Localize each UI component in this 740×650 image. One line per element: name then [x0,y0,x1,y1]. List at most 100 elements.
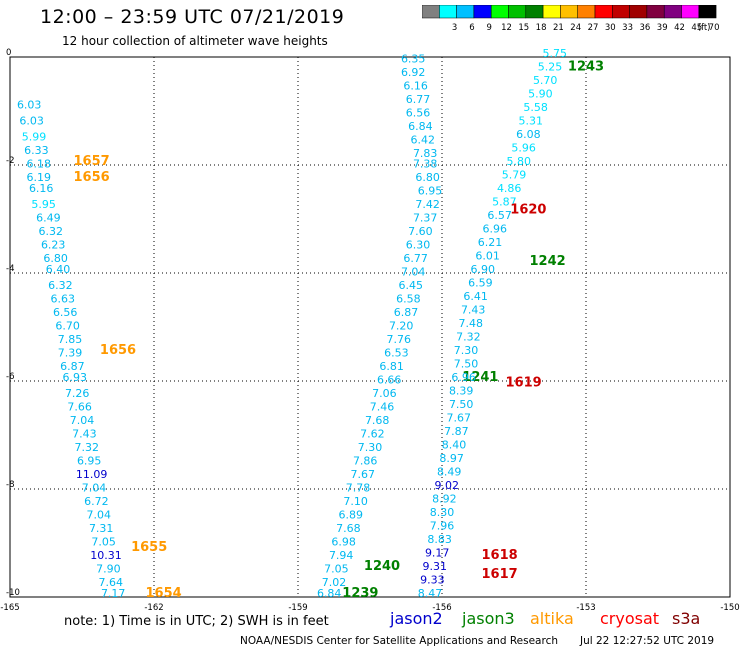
swh-point: 7.04 [70,414,95,427]
swh-point: 5.80 [507,155,532,168]
pass-time-label: 1242 [530,254,566,269]
x-tick-label: -159 [288,603,307,613]
colorbar-label: 24 [570,23,581,33]
footer-note: note: 1) Time is in UTC; 2) SWH is in fe… [64,614,329,629]
colorbar-unit: (ft) [698,23,711,33]
swh-point: 6.08 [516,128,541,141]
swh-point: 7.68 [365,414,390,427]
swh-point: 6.56 [53,306,78,319]
y-tick-label: -8 [6,480,14,490]
swh-point: 7.76 [387,333,412,346]
swh-point: 7.04 [82,482,107,495]
swh-point: 5.87 [492,196,517,209]
colorbar-label: 12 [501,23,512,33]
pass-time-label: 1240 [364,559,400,574]
swh-point: 7.31 [89,522,114,535]
swh-point: 6.87 [60,360,85,373]
pass-time-label: 1619 [506,375,542,390]
swh-point: 9.31 [423,560,448,573]
swh-point: 7.87 [444,425,469,438]
chart-subtitle: 12 hour collection of altimeter wave hei… [62,34,328,48]
pass-time-label: 1618 [482,548,518,563]
swh-point: 7.38 [413,158,438,171]
swh-point: 7.20 [389,320,414,333]
colorbar-label: 6 [469,23,474,33]
swh-point: 6.72 [84,495,109,508]
swh-point: 7.67 [351,468,376,481]
pass-time-label: 1657 [74,154,110,169]
swh-point: 6.16 [29,182,54,195]
swh-point: 5.95 [31,198,56,211]
legend-cryosat: cryosat [600,609,660,628]
colorbar-label: 30 [605,23,616,33]
swh-point: 6.92 [401,66,426,79]
chart-title: 12:00 – 23:59 UTC 07/21/2019 [40,6,345,28]
legend-s3a: s3a [672,609,701,628]
swh-point: 5.31 [519,115,544,128]
swh-point: 6.96 [451,371,476,384]
pass-time-label: 1656 [74,170,110,185]
swh-point: 7.32 [75,441,100,454]
y-tick-label: -4 [6,264,14,274]
x-tick-label: -162 [144,603,163,613]
swh-point: 5.58 [523,101,548,114]
pass-time-label: 1617 [482,567,518,582]
swh-point: 7.42 [415,198,440,211]
legend-altika: altika [530,609,574,628]
swh-point: 5.79 [502,169,527,182]
swh-point: 7.64 [99,576,124,589]
swh-point: 6.23 [41,239,66,252]
swh-point: 7.37 [413,212,438,225]
swh-point: 7.06 [372,387,397,400]
swh-point: 8.92 [432,493,457,506]
pass-time-label: 1241 [462,370,498,385]
swh-point: 11.09 [76,468,108,481]
swh-point: 7.02 [322,576,347,589]
swh-point: 7.50 [449,398,474,411]
swh-point: 6.90 [471,263,496,276]
swh-point: 6.80 [43,252,68,265]
swh-point: 6.66 [377,374,402,387]
y-tick-label: -2 [6,156,14,166]
swh-point: 6.87 [394,306,419,319]
colorbar-label: 15 [518,23,529,33]
swh-point: 7.30 [358,441,383,454]
x-tick-label: -156 [432,603,451,613]
swh-point: 8.39 [449,385,474,398]
swh-point: 6.32 [39,225,64,238]
swh-point: 7.39 [58,347,83,360]
swh-point: 6.45 [399,279,424,292]
x-tick-label: -153 [576,603,595,613]
swh-point: 8.47 [418,587,443,600]
swh-point: 9.02 [435,479,460,492]
colorbar-label: 70 [709,23,720,33]
swh-point: 6.84 [408,120,433,133]
swh-point: 8.30 [430,506,455,519]
swh-point: 7.66 [67,401,92,414]
y-tick-label: -6 [6,372,14,382]
swh-point: 6.63 [51,293,76,306]
footer-date: Jul 22 12:27:52 UTC 2019 [580,635,715,647]
swh-point: 7.43 [461,304,486,317]
swh-point: 6.95 [77,455,102,468]
swh-point: 6.58 [396,293,421,306]
x-tick-label: -165 [0,603,19,613]
colorbar-label: 33 [622,23,633,33]
swh-point: 6.41 [463,290,488,303]
swh-point: 7.83 [413,147,438,160]
swh-point: 7.17 [101,587,126,600]
swh-point: 6.01 [475,250,500,263]
footer-credit: NOAA/NESDIS Center for Satellite Applica… [240,635,558,647]
swh-point: 6.56 [406,106,431,119]
swh-point: 7.43 [72,428,97,441]
swh-point: 6.70 [55,320,80,333]
swh-point: 6.49 [36,212,61,225]
swh-point: 7.90 [96,563,121,576]
swh-point: 6.33 [24,144,49,157]
pass-time-label: 1243 [568,60,604,75]
colorbar-label: 9 [486,23,491,33]
swh-point: 7.68 [336,522,361,535]
swh-point: 4.86 [497,182,522,195]
swh-point: 10.31 [90,549,122,562]
